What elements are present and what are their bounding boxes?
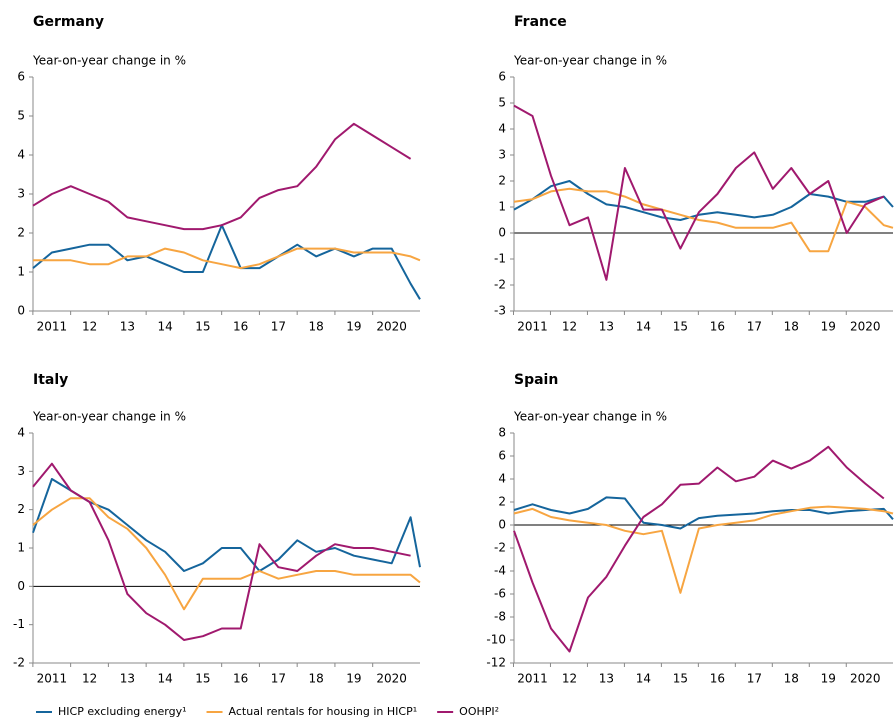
x-tick-label: 17 bbox=[747, 672, 762, 686]
chart-title: Spain bbox=[514, 372, 558, 388]
y-tick-label: 0 bbox=[498, 518, 506, 532]
y-tick-label: -6 bbox=[494, 587, 506, 601]
y-tick-label: 6 bbox=[498, 70, 506, 84]
y-tick-label: 2 bbox=[498, 495, 506, 509]
x-tick-label: 19 bbox=[346, 320, 361, 334]
y-tick-label: 0 bbox=[17, 579, 25, 593]
x-tick-label: 18 bbox=[784, 672, 799, 686]
x-tick-label: 2011 bbox=[517, 320, 548, 334]
y-tick-label: 1 bbox=[17, 541, 25, 555]
x-tick-label: 13 bbox=[120, 672, 135, 686]
x-tick-label: 12 bbox=[562, 320, 577, 334]
axis-subtitle: Year-on-year change in % bbox=[513, 54, 667, 68]
series-line bbox=[513, 187, 894, 253]
series-line bbox=[32, 122, 412, 231]
y-tick-label: 6 bbox=[498, 449, 506, 463]
x-tick-label: 18 bbox=[309, 320, 324, 334]
x-tick-label: 14 bbox=[158, 672, 173, 686]
y-tick-label: 5 bbox=[17, 109, 25, 123]
y-tick-label: 5 bbox=[498, 96, 506, 110]
x-tick-label: 14 bbox=[158, 320, 173, 334]
y-tick-label: 2 bbox=[498, 174, 506, 188]
x-tick-label: 16 bbox=[233, 672, 248, 686]
y-tick-label: 3 bbox=[498, 148, 506, 162]
x-tick-label: 15 bbox=[673, 320, 688, 334]
y-tick-label: -10 bbox=[486, 633, 506, 647]
legend-label: HICP excluding energy¹ bbox=[58, 705, 187, 718]
x-tick-label: 15 bbox=[195, 320, 210, 334]
x-tick-label: 2020 bbox=[850, 672, 881, 686]
legend-label: Actual rentals for housing in HICP¹ bbox=[229, 705, 418, 718]
x-tick-label: 19 bbox=[346, 672, 361, 686]
y-tick-label: 3 bbox=[17, 464, 25, 478]
x-tick-label: 12 bbox=[82, 320, 97, 334]
x-tick-label: 2011 bbox=[37, 320, 68, 334]
x-tick-label: 18 bbox=[784, 320, 799, 334]
y-tick-label: 8 bbox=[498, 426, 506, 440]
axis-subtitle: Year-on-year change in % bbox=[513, 410, 667, 424]
y-tick-label: -3 bbox=[494, 304, 506, 318]
series-line bbox=[32, 462, 411, 641]
y-tick-label: 4 bbox=[17, 148, 25, 162]
x-tick-label: 13 bbox=[120, 320, 135, 334]
y-tick-label: 0 bbox=[17, 304, 25, 318]
series-line bbox=[513, 496, 894, 530]
series-line bbox=[32, 224, 421, 300]
x-tick-label: 17 bbox=[271, 672, 286, 686]
y-tick-label: -12 bbox=[486, 656, 506, 670]
x-tick-label: 17 bbox=[747, 320, 762, 334]
x-tick-label: 2011 bbox=[37, 672, 68, 686]
x-tick-label: 14 bbox=[636, 320, 651, 334]
x-tick-label: 13 bbox=[599, 672, 614, 686]
x-tick-label: 2020 bbox=[850, 320, 881, 334]
y-tick-label: -2 bbox=[494, 278, 506, 292]
y-tick-label: -2 bbox=[13, 656, 25, 670]
y-tick-label: 1 bbox=[498, 200, 506, 214]
y-tick-label: 0 bbox=[498, 226, 506, 240]
y-tick-label: -2 bbox=[494, 541, 506, 555]
series-line bbox=[513, 180, 894, 221]
y-tick-label: 1 bbox=[17, 265, 25, 279]
y-tick-label: -4 bbox=[494, 564, 506, 578]
x-tick-label: 15 bbox=[673, 672, 688, 686]
x-tick-label: 18 bbox=[309, 672, 324, 686]
x-tick-label: 2020 bbox=[376, 320, 407, 334]
y-tick-label: -1 bbox=[494, 252, 506, 266]
y-tick-label: 4 bbox=[498, 472, 506, 486]
y-tick-label: 3 bbox=[17, 187, 25, 201]
y-tick-label: 4 bbox=[17, 426, 25, 440]
y-tick-label: 2 bbox=[17, 502, 25, 516]
x-tick-label: 2011 bbox=[517, 672, 548, 686]
x-tick-label: 19 bbox=[821, 672, 836, 686]
x-tick-label: 15 bbox=[195, 672, 210, 686]
x-tick-label: 2020 bbox=[376, 672, 407, 686]
x-tick-label: 16 bbox=[710, 672, 725, 686]
chart-title: Germany bbox=[33, 14, 104, 30]
series-line bbox=[513, 445, 885, 653]
x-tick-label: 12 bbox=[562, 672, 577, 686]
x-tick-label: 13 bbox=[599, 320, 614, 334]
series-line bbox=[32, 497, 421, 611]
y-tick-label: 4 bbox=[498, 122, 506, 136]
legend-label: OOHPI² bbox=[459, 705, 499, 718]
x-tick-label: 12 bbox=[82, 672, 97, 686]
chart-title: Italy bbox=[33, 372, 68, 388]
series-line bbox=[33, 247, 421, 270]
y-tick-label: -1 bbox=[13, 617, 25, 631]
axis-subtitle: Year-on-year change in % bbox=[32, 54, 186, 68]
y-tick-label: -8 bbox=[494, 610, 506, 624]
x-tick-label: 16 bbox=[710, 320, 725, 334]
axis-subtitle: Year-on-year change in % bbox=[32, 410, 186, 424]
x-tick-label: 16 bbox=[233, 320, 248, 334]
x-tick-label: 19 bbox=[821, 320, 836, 334]
series-line bbox=[513, 104, 885, 281]
chart-title: France bbox=[514, 14, 567, 30]
x-tick-label: 14 bbox=[636, 672, 651, 686]
series-line bbox=[513, 505, 894, 594]
x-tick-label: 17 bbox=[271, 320, 286, 334]
y-tick-label: 2 bbox=[17, 226, 25, 240]
y-tick-label: 6 bbox=[17, 70, 25, 84]
series-line bbox=[32, 478, 421, 572]
